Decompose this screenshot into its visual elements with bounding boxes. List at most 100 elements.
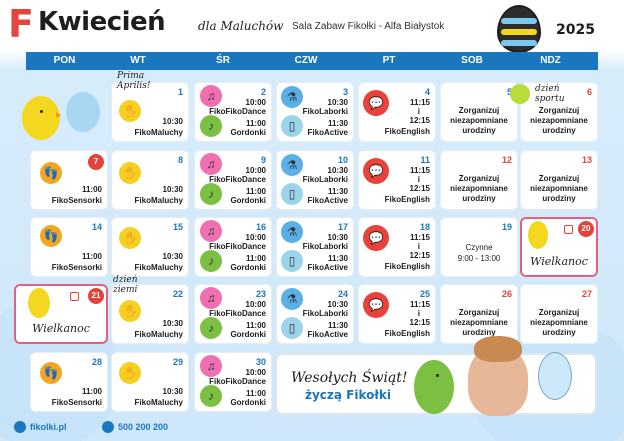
bottle-icon: ▯ xyxy=(281,183,303,205)
day-cell-2[interactable]: 2 ♫ 10:00 FikoFikoDance ♪ 11:00 Gordonki xyxy=(194,82,272,142)
phone-icon xyxy=(102,421,114,433)
day-cell-1[interactable]: 1 ✋ 10:30 FikoMaluchy xyxy=(111,82,189,142)
day-cell-30[interactable]: 30 ♫ 10:00 FikoFikoDance ♪ 11:00 Gordonk… xyxy=(194,352,272,412)
party-line: Zorganizuj xyxy=(458,308,500,317)
day-number: 8 xyxy=(177,155,183,165)
event-name: FikoFikoDance xyxy=(209,107,266,116)
day-cell-27[interactable]: 27 Zorganizuj niezapomniane urodziny xyxy=(520,284,598,344)
event-name: FikoEnglish xyxy=(384,195,430,204)
day-cell-9[interactable]: 9 ♫ 10:00 FikoFikoDance ♪ 11:00 Gordonki xyxy=(194,150,272,210)
event-name: Gordonki xyxy=(230,398,266,407)
flask-icon: ⚗ xyxy=(281,288,303,310)
day-cell-14[interactable]: 14 👣 11:00 FikoSensorki xyxy=(30,217,108,277)
day-cell-19[interactable]: 19 Czynne 9:00 - 13:00 xyxy=(440,217,518,277)
party-line: urodziny xyxy=(462,194,496,203)
day-number: 18 xyxy=(419,222,430,232)
event-time: 10:30 xyxy=(162,185,183,194)
day-cell-28[interactable]: 28 👣 11:00 FikoSensorki xyxy=(30,352,108,412)
music-note-icon: ♫ xyxy=(200,287,222,309)
day-cell-3[interactable]: 3 ⚗ 10:30 FikoLaborki ▯ 11:30 FikoActive xyxy=(276,82,354,142)
day-cell-12[interactable]: 12 Zorganizuj niezapomniane urodziny xyxy=(440,150,518,210)
hand-icon: ✋ xyxy=(119,362,141,384)
weekday-sat: SOB xyxy=(461,55,483,66)
event-time: 10:00 xyxy=(245,233,266,242)
phone-number[interactable]: 500 200 200 xyxy=(118,422,169,432)
weekday-mon: PON xyxy=(53,55,76,66)
day-cell-4[interactable]: 4 💬 11:15 i 12:15 FikoEnglish xyxy=(358,82,436,142)
easter-egg-icon xyxy=(497,5,541,53)
day-cell-29[interactable]: 29 ✋ 10:30 FikoMaluchy xyxy=(111,352,189,412)
feet-icon: 👣 xyxy=(40,162,62,184)
day-cell-16[interactable]: 16 ♫ 10:00 FikoFikoDance ♪ 11:00 Gordonk… xyxy=(194,217,272,277)
event-time: 11:00 xyxy=(245,119,266,128)
event-time: 12:15 xyxy=(409,116,430,125)
day-cell-7[interactable]: 7 👣 11:00 FikoSensorki xyxy=(30,150,108,210)
day-cell-6[interactable]: 6 Zorganizuj niezapomniane urodziny xyxy=(520,82,598,142)
event-name: FikoSensorki xyxy=(51,263,102,272)
event-time: 10:30 xyxy=(327,233,348,242)
note-dzien-sportu: dzień sportu xyxy=(535,84,565,104)
event-time: 10:30 xyxy=(162,117,183,126)
chick-eye xyxy=(436,374,439,377)
party-line: niezapomniane xyxy=(530,116,588,125)
bottle-icon: ▯ xyxy=(281,317,303,339)
party-line: Zorganizuj xyxy=(458,174,500,183)
day-cell-18[interactable]: 18 💬 11:15 i 12:15 FikoEnglish xyxy=(358,217,436,277)
event-name: FikoSensorki xyxy=(51,196,102,205)
speech-bubble-icon: 💬 xyxy=(363,90,389,116)
note-dzien-ziemi: dzień ziemi xyxy=(113,275,138,295)
music-note-icon: ♪ xyxy=(200,250,222,272)
lock-icon xyxy=(70,292,79,301)
speech-bubble-icon: 💬 xyxy=(363,225,389,251)
day-cell-8[interactable]: 8 ✋ 10:30 FikoMaluchy xyxy=(111,150,189,210)
day-number: 30 xyxy=(255,357,266,367)
event-time: 11:00 xyxy=(81,185,102,194)
day-cell-5[interactable]: 5 Zorganizuj niezapomniane urodziny xyxy=(440,82,518,142)
day-cell-15[interactable]: 15 ✋ 10:30 FikoMaluchy xyxy=(111,217,189,277)
event-name: Gordonki xyxy=(230,263,266,272)
day-number: 11 xyxy=(420,155,430,165)
party-line: Zorganizuj xyxy=(538,106,580,115)
party-line: niezapomniane xyxy=(530,184,588,193)
hand-icon: ✋ xyxy=(119,162,141,184)
flask-icon: ⚗ xyxy=(281,221,303,243)
day-number: 21 xyxy=(88,288,104,304)
tennis-ball-icon xyxy=(510,84,530,104)
day-number: 6 xyxy=(586,87,592,97)
day-cell-26[interactable]: 26 Zorganizuj niezapomniane urodziny xyxy=(440,284,518,344)
event-name: FikoEnglish xyxy=(384,329,430,338)
event-name: FikoMaluchy xyxy=(134,128,183,137)
day-cell-25[interactable]: 25 💬 11:15 i 12:15 FikoEnglish xyxy=(358,284,436,344)
event-name: FikoLaborki xyxy=(302,309,348,318)
event-time: 10:00 xyxy=(245,300,266,309)
day-number: 25 xyxy=(419,289,430,299)
music-note-icon: ♫ xyxy=(200,220,222,242)
day-cell-23[interactable]: 23 ♫ 10:00 FikoFikoDance ♪ 11:00 Gordonk… xyxy=(194,284,272,344)
child-hair xyxy=(474,336,522,362)
day-cell-24[interactable]: 24 ⚗ 10:30 FikoLaborki ▯ 11:30 FikoActiv… xyxy=(276,284,354,344)
day-number: 24 xyxy=(337,289,348,299)
greeting-signature: życzą Fikołki xyxy=(305,388,391,402)
event-time: 11:30 xyxy=(327,321,348,330)
day-number: 23 xyxy=(255,289,266,299)
day-cell-21[interactable]: 21 Wielkanoc xyxy=(14,284,108,344)
music-note-icon: ♫ xyxy=(200,355,222,377)
website-link[interactable]: fikolki.pl xyxy=(30,422,67,432)
event-time: 10:30 xyxy=(162,319,183,328)
day-cell-17[interactable]: 17 ⚗ 10:30 FikoLaborki ▯ 11:30 FikoActiv… xyxy=(276,217,354,277)
hours-line: Czynne xyxy=(465,243,493,252)
event-time: 11:15 xyxy=(409,166,430,175)
day-cell-11[interactable]: 11 💬 11:15 i 12:15 FikoEnglish xyxy=(358,150,436,210)
music-note-icon: ♫ xyxy=(200,85,222,107)
day-cell-20[interactable]: 20 Wielkanoc xyxy=(520,217,598,277)
web-icon xyxy=(14,421,26,433)
event-time: 11:15 xyxy=(409,233,430,242)
party-line: niezapomniane xyxy=(450,184,508,193)
party-line: urodziny xyxy=(542,194,576,203)
event-name: FikoFikoDance xyxy=(209,309,266,318)
day-cell-13[interactable]: 13 Zorganizuj niezapomniane urodziny xyxy=(520,150,598,210)
weekday-tue: WT xyxy=(130,55,146,66)
day-cell-10[interactable]: 10 ⚗ 10:30 FikoLaborki ▯ 11:30 FikoActiv… xyxy=(276,150,354,210)
event-name: FikoActive xyxy=(307,196,348,205)
day-cell-22[interactable]: 22 ✋ 10:30 FikoMaluchy xyxy=(111,284,189,344)
